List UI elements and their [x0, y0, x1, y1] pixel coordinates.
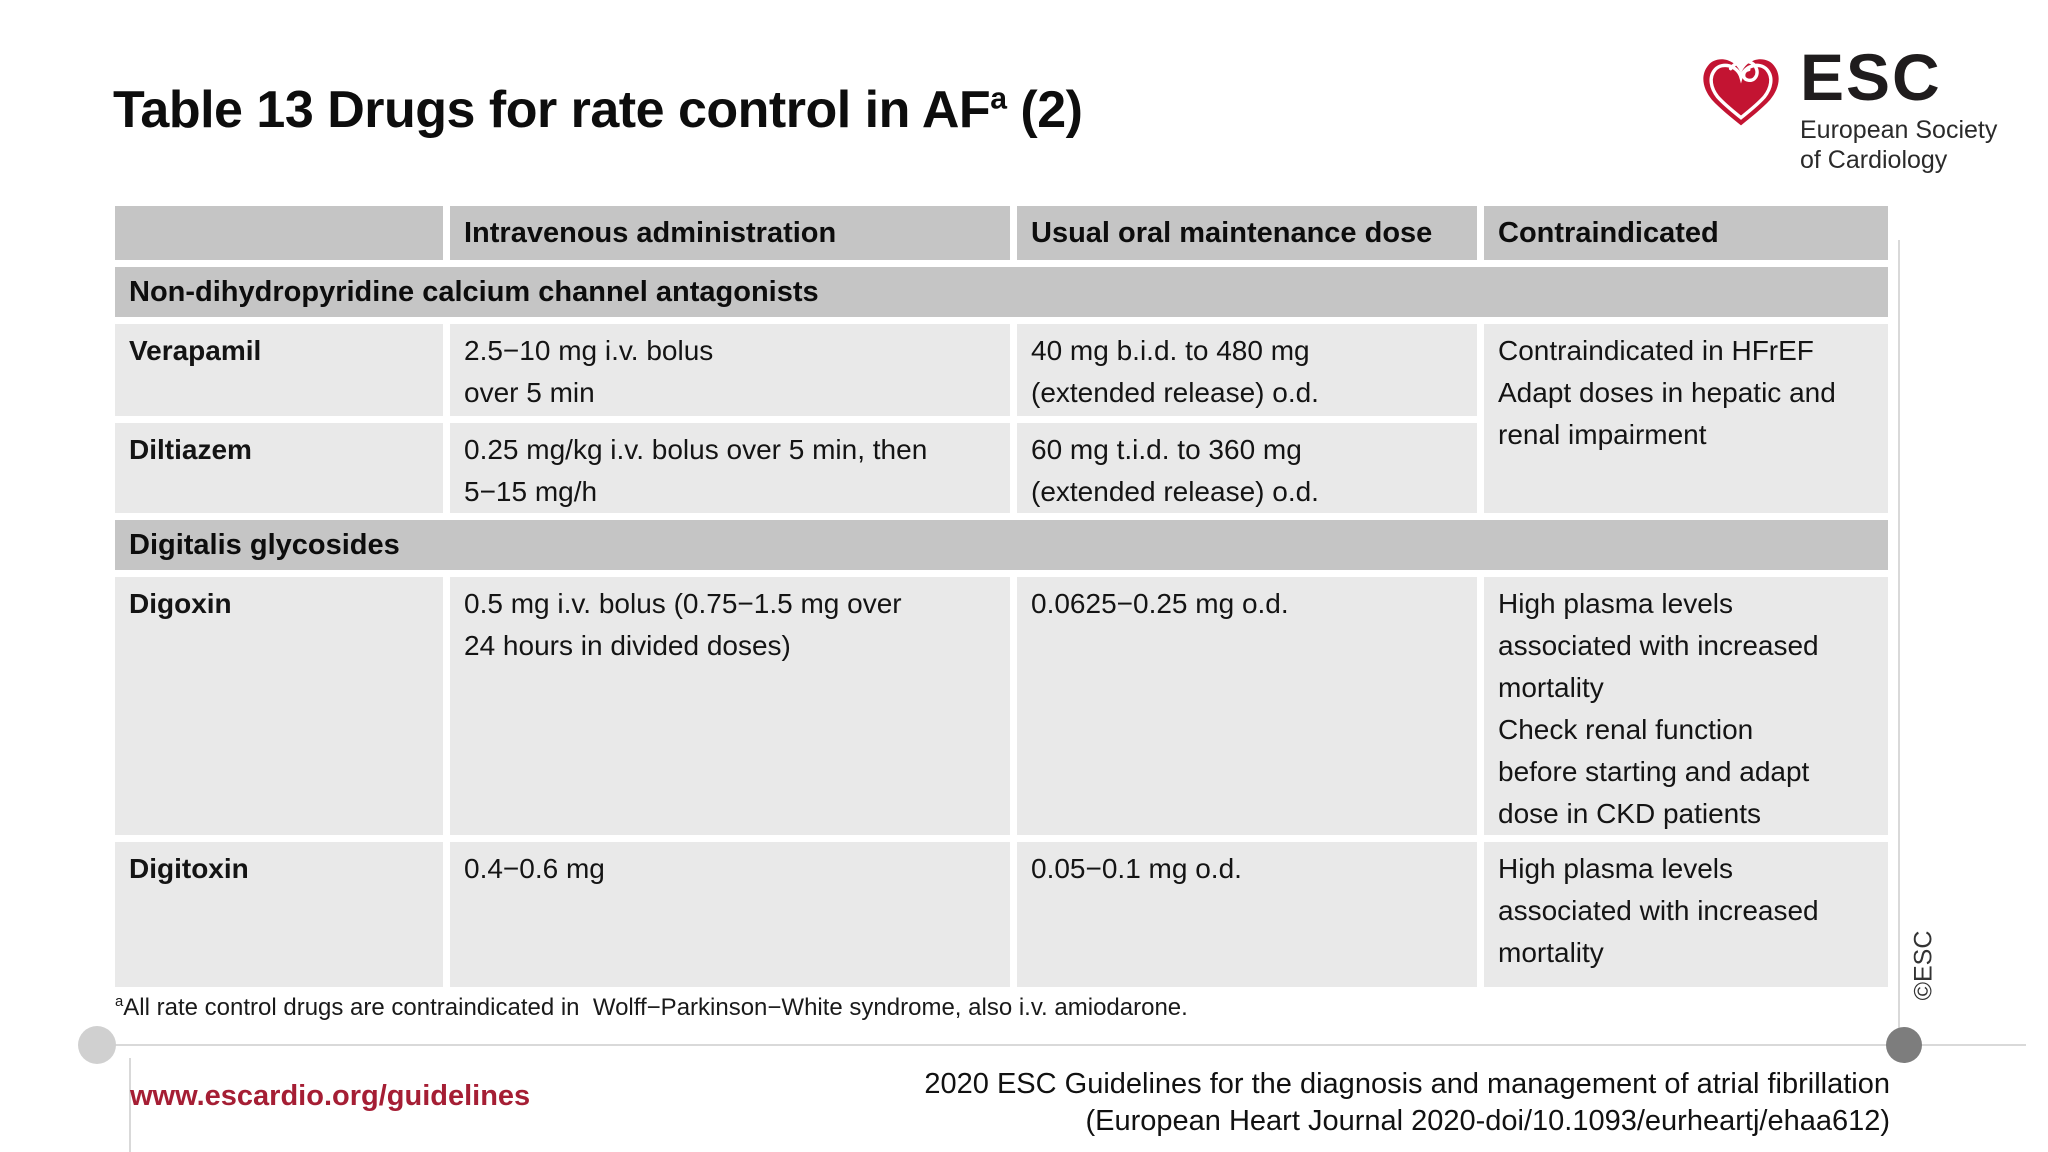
drug-name-verapamil: Verapamil [115, 324, 443, 416]
footnote: aAll rate control drugs are contraindica… [115, 994, 1188, 1022]
verapamil-diltiazem-contraindicated-cell: Contraindicated in HFrEF Adapt doses in … [1484, 324, 1888, 513]
title-suffix: (2) [1006, 81, 1083, 139]
drug-name-diltiazem: Diltiazem [115, 423, 443, 513]
drug-name-digoxin: Digoxin [115, 577, 443, 835]
column-header-contraindicated: Contraindicated [1484, 206, 1888, 260]
right-vertical-line [1898, 240, 1900, 1028]
footer-divider-line [96, 1044, 2026, 1046]
esc-logo-abbr: ESC [1800, 40, 1942, 114]
esc-logo: ESC European Society of Cardiology [1698, 40, 1998, 176]
digoxin-contraindicated-cell: High plasma levels associated with incre… [1484, 577, 1888, 835]
esc-logo-subtitle-line2: of Cardiology [1800, 146, 1948, 175]
right-divider-dot [1886, 1027, 1922, 1063]
reference-line2: (European Heart Journal 2020-doi/10.1093… [1085, 1105, 1890, 1137]
digitoxin-oral-cell: 0.05−0.1 mg o.d. [1017, 842, 1477, 987]
column-header-oral-dose: Usual oral maintenance dose [1017, 206, 1477, 260]
diltiazem-oral-cell: 60 mg t.i.d. to 360 mg (extended release… [1017, 423, 1477, 513]
title-superscript: a [990, 82, 1007, 116]
footnote-superscript: a [115, 994, 124, 1010]
section-header-digitalis-glycosides: Digitalis glycosides [115, 520, 1888, 570]
reference-line1: 2020 ESC Guidelines for the diagnosis an… [924, 1068, 1890, 1100]
page-title: Table 13 Drugs for rate control in AFa (… [113, 80, 1083, 140]
digitoxin-contraindicated-cell: High plasma levels associated with incre… [1484, 842, 1888, 987]
column-header-empty [115, 206, 443, 260]
left-vertical-line [129, 1058, 131, 1152]
digoxin-iv-cell: 0.5 mg i.v. bolus (0.75−1.5 mg over 24 h… [450, 577, 1010, 835]
esc-heart-icon [1703, 59, 1779, 126]
drug-name-digitoxin: Digitoxin [115, 842, 443, 987]
section-header-calcium-antagonists: Non-dihydropyridine calcium channel anta… [115, 267, 1888, 317]
guidelines-link[interactable]: www.escardio.org/guidelines [130, 1080, 531, 1112]
verapamil-oral-cell: 40 mg b.i.d. to 480 mg (extended release… [1017, 324, 1477, 416]
diltiazem-iv-cell: 0.25 mg/kg i.v. bolus over 5 min, then 5… [450, 423, 1010, 513]
column-header-intravenous: Intravenous administration [450, 206, 1010, 260]
reference-text: 2020 ESC Guidelines for the diagnosis an… [924, 1066, 1890, 1140]
drug-table: Intravenous administration Usual oral ma… [115, 206, 1888, 987]
esc-logo-text: ESC European Society of Cardiology [1800, 40, 1998, 176]
title-text: Table 13 Drugs for rate control in AF [113, 81, 991, 139]
verapamil-iv-cell: 2.5−10 mg i.v. bolus over 5 min [450, 324, 1010, 416]
digitoxin-iv-cell: 0.4−0.6 mg [450, 842, 1010, 987]
left-divider-dot [78, 1026, 116, 1064]
esc-copyright-label: ©ESC [1909, 930, 1938, 1001]
digoxin-oral-cell: 0.0625−0.25 mg o.d. [1017, 577, 1477, 835]
footnote-text: All rate control drugs are contraindicat… [123, 994, 1188, 1021]
esc-logo-subtitle-line1: European Society [1800, 115, 1998, 144]
